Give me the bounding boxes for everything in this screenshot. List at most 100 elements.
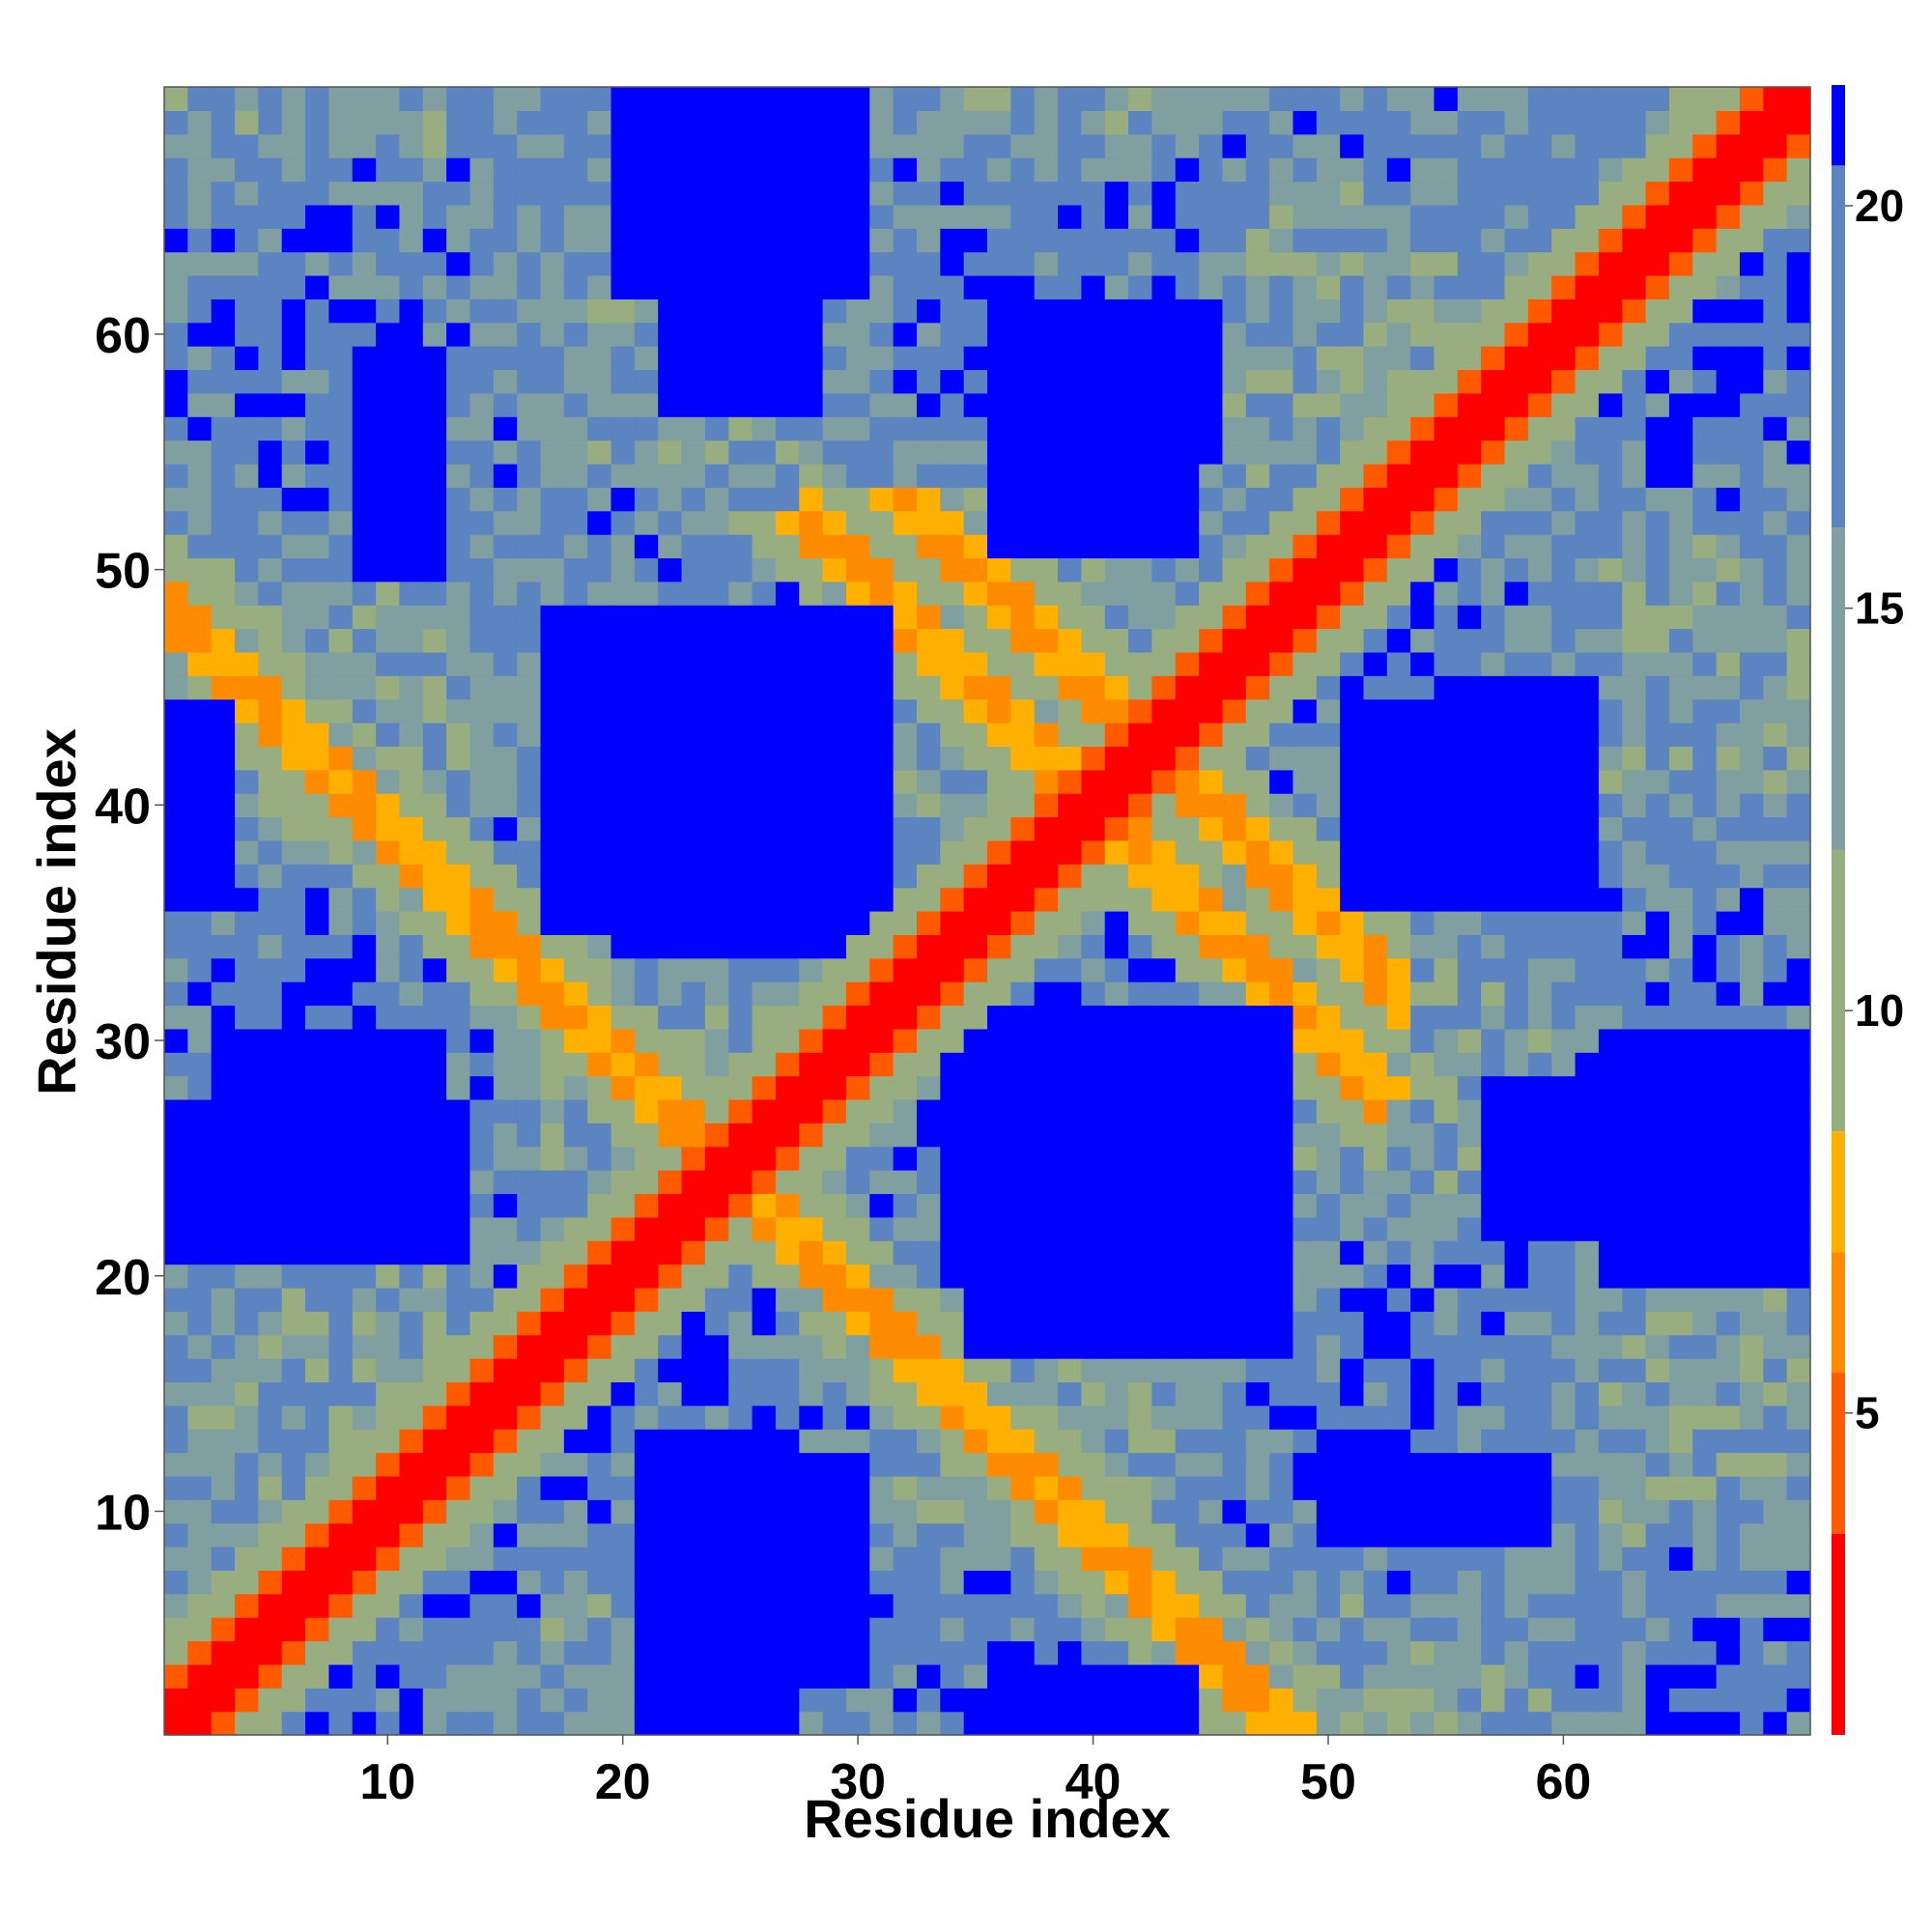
heatmap-cell: [752, 1570, 777, 1595]
heatmap-cell: [1622, 181, 1647, 206]
heatmap-cell: [1081, 1570, 1106, 1595]
heatmap-cell: [258, 1334, 283, 1359]
heatmap-cell: [1481, 1499, 1506, 1524]
heatmap-cell: [893, 1028, 918, 1053]
heatmap-cell: [1786, 1640, 1811, 1665]
heatmap-cell: [164, 864, 188, 889]
heatmap-cell: [258, 1005, 283, 1030]
heatmap-cell: [187, 1005, 213, 1030]
heatmap-cell: [634, 1688, 659, 1713]
heatmap-cell: [634, 1711, 659, 1736]
heatmap-cell: [1104, 628, 1129, 653]
heatmap-cell: [376, 487, 401, 512]
heatmap-cell: [916, 1122, 941, 1148]
heatmap-cell: [1316, 1122, 1341, 1148]
heatmap-cell: [1199, 1334, 1224, 1359]
heatmap-cell: [352, 1005, 377, 1030]
heatmap-cell: [1199, 1617, 1224, 1642]
heatmap-cell: [1763, 228, 1788, 253]
heatmap-cell: [1340, 628, 1365, 653]
heatmap-cell: [1598, 157, 1623, 183]
heatmap-cell: [1222, 793, 1247, 818]
heatmap-cell: [1010, 911, 1036, 935]
heatmap-cell: [611, 581, 636, 606]
heatmap-cell: [587, 746, 612, 771]
heatmap-cell: [187, 510, 213, 535]
heatmap-cell: [1081, 204, 1106, 229]
heatmap-cell: [1340, 346, 1365, 371]
heatmap-cell: [1575, 1216, 1600, 1241]
heatmap-cell: [845, 605, 870, 630]
heatmap-cell: [187, 1287, 213, 1312]
heatmap-cell: [1622, 1617, 1647, 1642]
heatmap-cell: [1081, 1452, 1106, 1477]
heatmap-cell: [1128, 1688, 1152, 1713]
heatmap-cell: [1434, 911, 1459, 935]
heatmap-cell: [845, 1475, 870, 1500]
heatmap-cell: [493, 440, 518, 465]
heatmap-cell: [893, 251, 918, 276]
heatmap-cell: [328, 274, 354, 299]
heatmap-cell: [822, 1688, 847, 1713]
heatmap-cell: [845, 911, 870, 935]
heatmap-cell: [1010, 487, 1036, 512]
heatmap-cell: [328, 204, 354, 229]
heatmap-cell: [1034, 1405, 1059, 1430]
heatmap-cell: [376, 1640, 401, 1665]
heatmap-cell: [187, 1170, 213, 1195]
heatmap-cell: [422, 487, 447, 512]
heatmap-cell: [893, 816, 918, 841]
heatmap-cell: [1481, 816, 1506, 841]
heatmap-cell: [1527, 1405, 1552, 1430]
heatmap-cell: [869, 322, 895, 347]
heatmap-cell: [1316, 1663, 1341, 1689]
heatmap-cell: [1716, 698, 1741, 724]
heatmap-cell: [1222, 723, 1247, 747]
heatmap-cell: [987, 1499, 1011, 1524]
heatmap-cell: [611, 698, 636, 724]
heatmap-cell: [1104, 157, 1129, 183]
heatmap-cell: [1763, 1122, 1788, 1148]
heatmap-cell: [493, 887, 518, 912]
heatmap-cell: [1058, 463, 1082, 488]
heatmap-cell: [775, 87, 800, 111]
heatmap-cell: [893, 1311, 918, 1336]
heatmap-cell: [211, 1640, 236, 1665]
heatmap-cell: [1058, 228, 1082, 253]
heatmap-cell: [940, 1663, 965, 1689]
heatmap-cell: [1527, 1122, 1552, 1148]
heatmap-cell: [164, 1663, 188, 1689]
heatmap-cell: [211, 369, 236, 394]
heatmap-cell: [916, 698, 941, 724]
heatmap-cell: [1645, 1475, 1670, 1500]
heatmap-cell: [1716, 463, 1741, 488]
heatmap-cell: [422, 839, 447, 865]
heatmap-cell: [1151, 534, 1177, 559]
heatmap-cell: [1175, 1028, 1200, 1053]
heatmap-cell: [399, 1216, 424, 1241]
heatmap-cell: [187, 1098, 213, 1123]
heatmap-cell: [399, 557, 424, 582]
heatmap-cell: [916, 1617, 941, 1642]
heatmap-cell: [1410, 1240, 1435, 1265]
heatmap-cell: [540, 1264, 565, 1289]
heatmap-cell: [916, 1711, 941, 1736]
heatmap-cell: [1457, 322, 1482, 347]
heatmap-cell: [845, 251, 870, 276]
heatmap-cell: [940, 416, 965, 441]
heatmap-cell: [822, 1170, 847, 1195]
heatmap-cell: [987, 463, 1011, 488]
heatmap-cell: [611, 228, 636, 253]
heatmap-cell: [916, 957, 941, 982]
heatmap-cell: [305, 957, 329, 982]
heatmap-cell: [963, 605, 988, 630]
heatmap-cell: [1716, 1216, 1741, 1241]
heatmap-cell: [1551, 1052, 1577, 1077]
heatmap-cell: [1363, 228, 1388, 253]
heatmap-cell: [1081, 651, 1106, 676]
heatmap-cell: [164, 322, 188, 347]
heatmap-cell: [352, 133, 377, 158]
heatmap-cell: [1786, 816, 1811, 841]
heatmap-cell: [1739, 87, 1764, 111]
heatmap-cell: [681, 911, 706, 935]
